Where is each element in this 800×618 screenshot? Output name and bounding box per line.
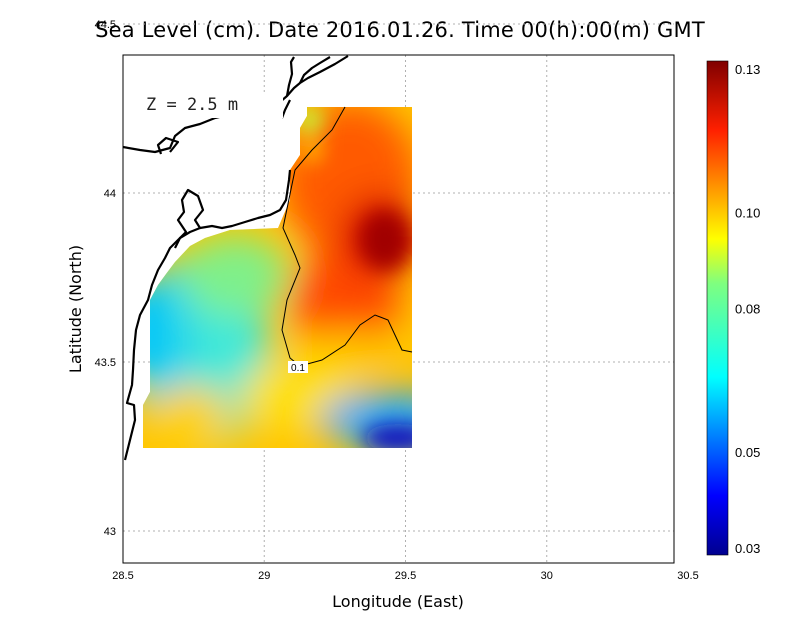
colorbar-tick-label: 0.05: [735, 445, 760, 460]
y-axis-label: Latitude (North): [66, 245, 85, 373]
chart-title: Sea Level (cm). Date 2016.01.26. Time 00…: [95, 18, 705, 42]
x-tick-label: 30: [541, 570, 553, 582]
x-axis-label: Longitude (East): [332, 592, 464, 611]
y-tick-label: 44: [104, 188, 116, 200]
y-tick-label: 44.5: [95, 19, 116, 31]
colorbar-tick-label: 0.08: [735, 302, 760, 317]
contour-label: 0.1: [291, 363, 305, 374]
contour-label-box: [288, 361, 308, 373]
depth-annotation: Z = 2.5 m: [146, 95, 238, 115]
y-tick-label: 43.5: [95, 357, 116, 369]
plot-border: [122, 54, 675, 564]
y-tick-label: 43: [104, 526, 116, 538]
colorbar-tick-label: 0.10: [735, 206, 760, 221]
x-tick-label: 29.5: [395, 570, 416, 582]
x-tick-label: 28.5: [112, 570, 133, 582]
annotation-box: [143, 94, 283, 118]
x-tick-label: 29: [258, 570, 270, 582]
colorbar-tick-label: 0.13: [735, 62, 760, 77]
x-tick-label: 30.5: [677, 570, 698, 582]
colorbar-tick-label: 0.03: [735, 541, 760, 556]
colorbar-ticks: 0.03 0.05 0.08 0.10 0.13: [735, 62, 760, 556]
colorbar: [706, 60, 729, 556]
contour-line-0.1: [281, 106, 413, 367]
